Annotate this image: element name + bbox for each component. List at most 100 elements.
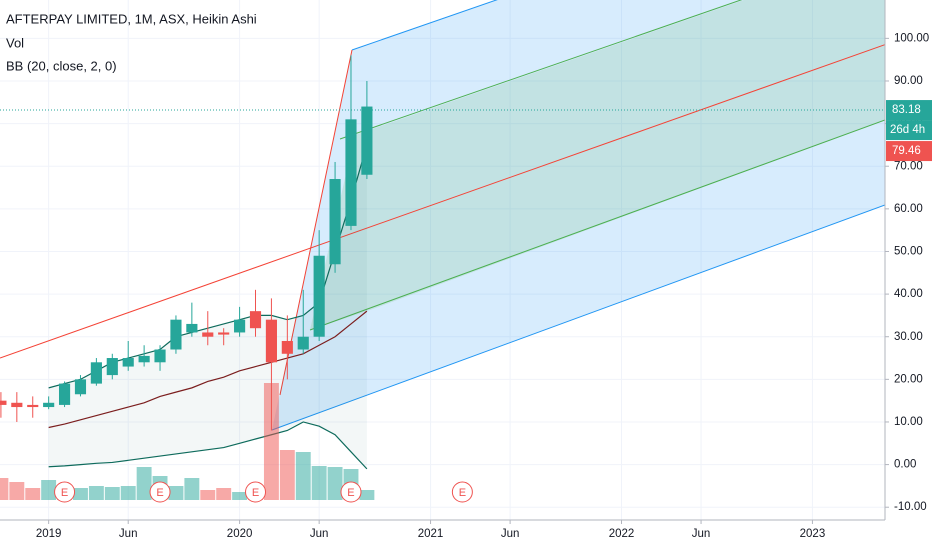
- candle-body: [361, 106, 373, 175]
- candle-body: [249, 311, 262, 329]
- y-tick-label: 40.00: [894, 288, 923, 300]
- candle-body: [154, 349, 166, 363]
- volume-bar: [0, 478, 9, 500]
- volume-bar: [120, 486, 136, 500]
- last-price-box: [886, 100, 932, 121]
- chart-title: AFTERPAY LIMITED, 1M, ASX, Heikin Ashi: [6, 11, 257, 26]
- earnings-label: E: [347, 487, 354, 499]
- candle-body: [11, 402, 23, 408]
- legend-entry: Vol: [6, 35, 24, 50]
- x-tick-label: Jun: [692, 528, 711, 540]
- candle-body: [0, 400, 7, 405]
- candle-body: [43, 402, 55, 408]
- x-tick-label: 2022: [609, 528, 635, 540]
- volume-bar: [359, 490, 375, 500]
- earnings-marker: [54, 481, 76, 503]
- x-tick-label: 2023: [800, 528, 826, 540]
- candle-body: [186, 323, 198, 333]
- y-tick-label: -10.00: [894, 501, 927, 513]
- x-tick-label: 2020: [227, 528, 253, 540]
- earnings-label: E: [61, 487, 68, 499]
- earnings-label: E: [156, 487, 163, 499]
- bb-basis: [48, 310, 368, 429]
- price-label: 79.46: [892, 145, 921, 157]
- candle-body: [122, 358, 134, 367]
- volume-bar: [263, 383, 279, 500]
- countdown-label: 26d 4h: [890, 124, 925, 136]
- pitchfork-median: [0, 44, 885, 359]
- earnings-marker: [245, 481, 267, 503]
- y-tick-label: 50.00: [894, 246, 923, 258]
- last-price-label: 83.18: [892, 104, 921, 116]
- pitchfork-inner-lower: [309, 119, 885, 331]
- candle-body: [297, 336, 309, 350]
- candle-body: [218, 332, 230, 335]
- pitchfork: [0, 0, 885, 431]
- x-tick-label: 2019: [36, 528, 62, 540]
- volume-bar: [200, 490, 216, 500]
- volume-bar: [73, 488, 88, 500]
- volume-bar: [136, 467, 152, 500]
- pitchfork-inner-upper: [339, 0, 743, 140]
- earnings-label: E: [459, 487, 466, 499]
- volume-bar: [279, 450, 295, 500]
- volume-bar: [216, 488, 232, 500]
- candle-body: [313, 255, 325, 337]
- bb-fill: [48, 144, 367, 469]
- countdown-box: [886, 120, 932, 141]
- earnings-label: E: [252, 487, 259, 499]
- candle-body: [58, 383, 71, 405]
- y-tick-label: 60.00: [894, 203, 923, 215]
- y-tick-label: 10.00: [894, 416, 923, 428]
- candle-body: [265, 319, 277, 363]
- volume-bar: [104, 487, 120, 500]
- candle-body: [234, 319, 246, 333]
- candle-body: [345, 119, 357, 226]
- y-tick-label: 90.00: [894, 75, 923, 87]
- volume-bar: [168, 486, 184, 500]
- axes: -10.00 0.00 10.00 20.00 30.00 40.00 50.00 60.00…: [36, 32, 932, 540]
- y-tick-label: 70.00: [894, 160, 923, 172]
- pitchfork-outer-fill: [272, 0, 885, 430]
- earnings-marker: [340, 481, 362, 503]
- earnings-marker: [149, 481, 171, 503]
- volume-bar: [311, 466, 327, 500]
- volume-bar: [9, 482, 25, 500]
- pitchfork-lower: [271, 204, 885, 431]
- pitchfork-inner-fill: [310, 0, 885, 330]
- volume-bar: [232, 492, 248, 500]
- candle-body: [202, 332, 214, 337]
- volume-bar: [88, 486, 104, 500]
- price-box: [886, 141, 932, 162]
- pitchfork-handle: [279, 49, 353, 396]
- grid: [0, 0, 885, 520]
- y-tick-label: 30.00: [894, 331, 923, 343]
- x-tick-label: Jun: [501, 528, 520, 540]
- bb-lower: [48, 421, 368, 470]
- x-tick-label: Jun: [119, 528, 138, 540]
- candle-body: [170, 319, 182, 350]
- candle-body: [281, 340, 293, 354]
- legend-entry: BB (20, close, 2, 0): [6, 58, 117, 73]
- candle-body: [74, 379, 87, 395]
- volume-bar: [295, 452, 311, 500]
- candle-body: [329, 179, 341, 265]
- candle-body: [27, 404, 39, 408]
- candle-body: [138, 355, 150, 363]
- volume-bar: [41, 480, 57, 500]
- volume-bar: [25, 488, 41, 500]
- y-tick-label: 100.00: [894, 32, 929, 44]
- y-tick-label: 0.00: [894, 459, 916, 471]
- candle-body: [90, 362, 102, 384]
- x-tick-label: Jun: [310, 528, 329, 540]
- candle-body: [106, 358, 118, 376]
- volume-bar: [184, 478, 200, 500]
- earnings-marker: [451, 481, 473, 503]
- volume-bar: [327, 467, 343, 500]
- x-tick-label: 2021: [418, 528, 444, 540]
- y-tick-label: 20.00: [894, 373, 923, 385]
- pitchfork-upper: [351, 0, 498, 51]
